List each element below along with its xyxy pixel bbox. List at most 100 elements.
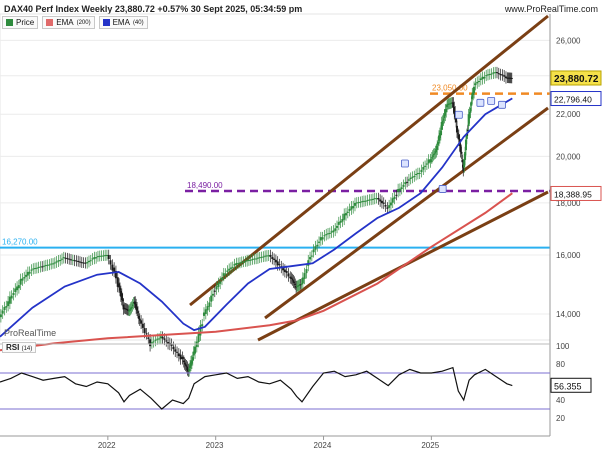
candle-body <box>384 205 387 207</box>
candle-body <box>50 263 53 265</box>
candle-body <box>71 259 74 261</box>
candle-body <box>483 76 486 79</box>
x-tick-label: 2025 <box>421 441 439 450</box>
candle-body <box>471 93 474 99</box>
candle-body <box>5 306 8 308</box>
candle-body <box>68 258 71 260</box>
candle-body <box>197 331 200 342</box>
level-label: 18,490.00 <box>187 181 223 190</box>
candle-body <box>111 264 114 271</box>
candle-body <box>105 254 108 256</box>
candle-body <box>446 105 449 107</box>
candle-body <box>309 257 312 260</box>
rsi-legend[interactable]: RSI (14) <box>2 342 37 353</box>
candle-body <box>135 304 138 309</box>
event-marker-icon <box>454 110 463 119</box>
candle-body <box>129 307 132 310</box>
candle-body <box>273 258 276 260</box>
candle-body <box>337 222 340 225</box>
candle-body <box>89 260 92 262</box>
candle-body <box>292 280 295 283</box>
candle-body <box>283 269 286 273</box>
candle-body <box>147 337 150 339</box>
candle-body <box>375 198 378 200</box>
candle-body <box>312 249 315 253</box>
candle-body <box>121 297 124 302</box>
candle-body <box>371 198 374 200</box>
candle-body <box>406 181 409 183</box>
candle-body <box>495 72 498 74</box>
candle-body <box>46 264 49 266</box>
candle-body <box>299 284 302 286</box>
candle-body <box>84 262 87 264</box>
candle-body <box>404 182 407 185</box>
candle-body <box>382 202 385 204</box>
candle-body <box>278 264 281 266</box>
legend-price[interactable]: Price <box>2 16 39 29</box>
legend-ema200[interactable]: EMA (200) <box>42 16 95 29</box>
candle-body <box>490 73 493 75</box>
candle-body <box>86 262 89 264</box>
candle-body <box>398 188 401 191</box>
candle-body <box>118 283 121 288</box>
candle-body <box>26 271 29 276</box>
candle-body <box>222 273 225 276</box>
event-marker-icon <box>476 98 485 107</box>
candle-body <box>149 339 152 347</box>
candle-body <box>457 134 460 140</box>
site-url[interactable]: www.ProRealTime.com <box>504 4 598 14</box>
candle-body <box>224 273 227 275</box>
candle-body <box>66 258 69 260</box>
y-tick-label: 18,000 <box>556 199 581 208</box>
candle-body <box>165 340 168 342</box>
ema40-tag-box <box>550 91 602 107</box>
candle-body <box>445 109 448 113</box>
candle-body <box>377 198 380 200</box>
candle-body <box>69 259 72 261</box>
candle-body <box>411 176 414 178</box>
candle-body <box>199 325 202 336</box>
candle-body <box>37 266 40 268</box>
candle-body <box>189 365 192 369</box>
candle-body <box>325 234 328 236</box>
candle-body <box>213 290 216 292</box>
candle-body <box>481 76 484 80</box>
candle-body <box>276 261 279 266</box>
legend-ema40[interactable]: EMA (40) <box>98 16 148 29</box>
candle-body <box>201 324 204 327</box>
ema200-tag-box <box>550 185 602 201</box>
candle-body <box>156 338 159 340</box>
legend-price-label: Price <box>16 18 35 27</box>
candle-body <box>7 301 10 307</box>
legend-ema40-label: EMA <box>112 18 130 27</box>
candle-body <box>478 80 481 82</box>
y-tick-label: 26,000 <box>556 36 581 45</box>
candle-body <box>35 267 38 269</box>
candle-body <box>204 309 207 314</box>
candle-body <box>182 360 185 363</box>
candle-body <box>238 262 241 264</box>
candle-body <box>264 255 267 257</box>
candle-body <box>44 265 47 267</box>
candle-body <box>282 268 285 271</box>
candle-body <box>468 111 471 119</box>
candle-body <box>413 175 416 177</box>
rsi-tag: 56.355 <box>554 381 582 391</box>
candle-body <box>323 235 326 237</box>
candle-body <box>296 285 299 287</box>
candle-body <box>138 318 141 321</box>
candle-body <box>388 205 391 208</box>
candle-body <box>350 206 353 210</box>
candle-body <box>348 208 351 211</box>
candle-body <box>219 281 222 284</box>
candle-body <box>362 200 365 202</box>
candle-body <box>485 75 488 77</box>
candle-body <box>237 262 240 264</box>
candle-body <box>95 257 98 259</box>
candle-body <box>255 258 258 260</box>
candle-body <box>185 365 188 367</box>
candle-body <box>339 220 342 223</box>
candle-body <box>116 277 119 287</box>
candle-body <box>473 86 476 94</box>
